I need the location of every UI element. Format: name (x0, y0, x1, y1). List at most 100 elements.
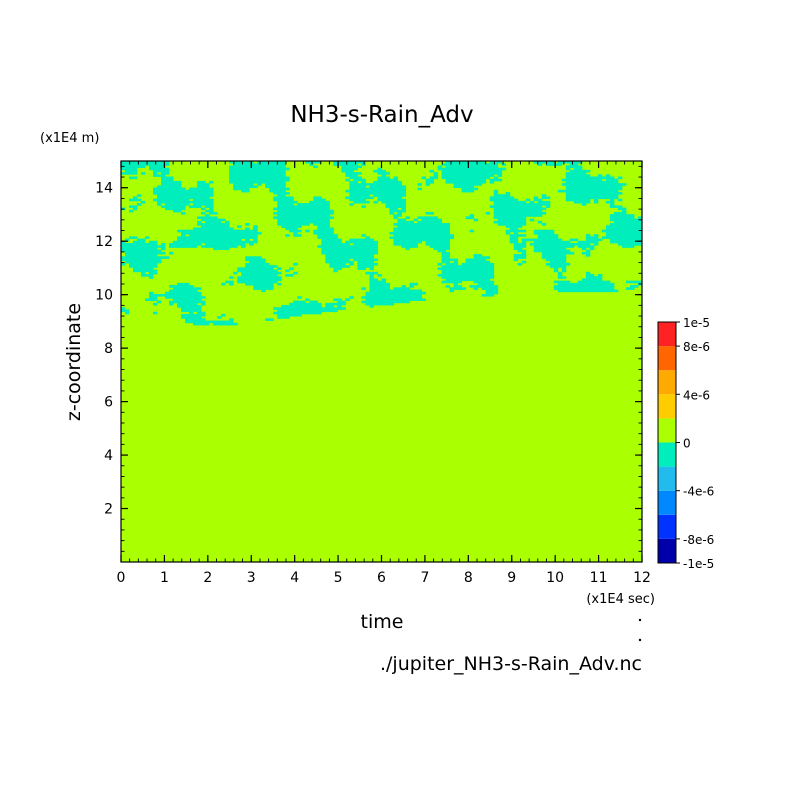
field-cell (485, 167, 491, 171)
field-cell (421, 225, 426, 228)
field-cell (433, 236, 439, 239)
field-cell (609, 178, 615, 182)
field-cell (561, 260, 567, 264)
field-cell (549, 256, 555, 259)
field-cell (205, 187, 210, 191)
field-cell (557, 287, 563, 290)
field-cell (629, 245, 635, 248)
field-cell (153, 265, 158, 268)
field-cell (277, 192, 282, 195)
field-cell (597, 238, 603, 242)
field-cell (253, 163, 258, 166)
field-cell (417, 187, 422, 191)
field-cell (229, 236, 234, 239)
field-cell (265, 285, 270, 288)
field-cell (341, 165, 346, 169)
field-cell (141, 245, 146, 248)
field-cell (329, 302, 334, 306)
field-cell (353, 238, 358, 242)
field-cell (181, 236, 186, 239)
field-cell (545, 231, 551, 235)
field-cell (201, 203, 206, 206)
field-cell (493, 161, 499, 164)
field-cell (245, 282, 250, 286)
field-cell (237, 240, 242, 244)
field-cell (481, 161, 487, 164)
field-cell (157, 258, 162, 262)
field-cell (481, 169, 487, 173)
field-cell (477, 276, 483, 279)
field-cell (281, 305, 286, 308)
field-cell (513, 240, 519, 244)
field-cell (413, 234, 418, 237)
field-cell (149, 163, 154, 166)
field-cell (253, 274, 258, 277)
field-cell (305, 223, 310, 226)
field-cell (193, 309, 198, 313)
field-cell (469, 163, 475, 166)
field-cell (157, 185, 162, 188)
field-cell (249, 242, 254, 246)
field-cell (469, 180, 475, 184)
field-cell (301, 305, 306, 308)
field-cell (493, 172, 499, 175)
field-cell (189, 313, 194, 317)
field-cell (193, 320, 198, 324)
field-cell (285, 209, 290, 213)
field-cell (517, 229, 523, 233)
field-cell (313, 211, 318, 215)
field-cell (393, 223, 398, 226)
field-cell (509, 203, 515, 206)
field-cell (321, 209, 326, 213)
field-cell (421, 231, 426, 235)
field-cell (221, 236, 226, 239)
field-cell (181, 231, 186, 235)
field-cell (493, 167, 499, 171)
field-cell (241, 189, 246, 193)
field-cell (165, 203, 170, 206)
field-cell (197, 205, 202, 208)
field-cell (365, 189, 370, 193)
colorbar-label: 0 (683, 437, 691, 451)
field-cell (521, 254, 527, 257)
field-cell (285, 309, 290, 313)
field-cell (397, 189, 402, 193)
field-cell (521, 260, 527, 264)
field-cell (141, 247, 146, 251)
field-cell (141, 267, 146, 270)
field-cell (557, 285, 563, 288)
field-cell (189, 309, 194, 313)
field-cell (185, 231, 190, 235)
field-cell (177, 287, 182, 290)
field-cell (501, 220, 507, 224)
field-cell (277, 207, 282, 211)
field-cell (581, 240, 587, 244)
field-cell (481, 167, 487, 171)
field-cell (417, 216, 422, 220)
field-cell (253, 231, 258, 235)
field-cell (245, 262, 250, 266)
field-cell (349, 256, 354, 259)
field-cell (209, 227, 214, 231)
field-cell (165, 169, 170, 173)
field-cell (425, 231, 430, 235)
field-cell (153, 298, 158, 302)
field-cell (457, 285, 463, 288)
field-cell (517, 207, 523, 211)
field-cell (569, 174, 575, 177)
field-cell (589, 236, 595, 239)
field-cell (549, 260, 555, 264)
field-cell (565, 289, 571, 293)
field-cell (233, 172, 238, 175)
field-cell (289, 211, 294, 215)
field-cell (253, 229, 258, 233)
field-cell (257, 172, 262, 175)
field-cell (617, 225, 623, 228)
field-cell (441, 267, 447, 270)
field-cell (585, 198, 591, 202)
field-cell (597, 278, 603, 282)
field-cell (369, 271, 374, 275)
field-cell (433, 247, 439, 251)
field-cell (409, 227, 414, 231)
field-cell (185, 282, 190, 286)
